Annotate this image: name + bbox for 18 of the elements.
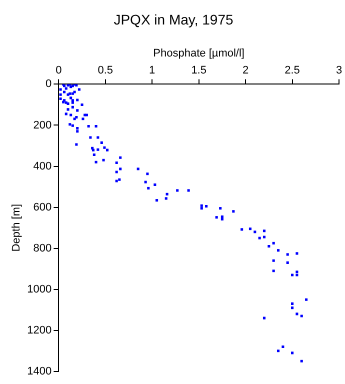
y-tick-label: 800: [33, 242, 52, 254]
x-tick-label: 1: [149, 64, 156, 77]
y-tick-label: 1400: [27, 365, 52, 378]
y-tick-label: 1200: [27, 324, 52, 336]
x-tick-label: 2: [242, 64, 249, 77]
y-tick-label: 200: [33, 119, 52, 132]
chart-title: JPQX in May, 1975: [114, 11, 234, 28]
y-axis-title: Depth [m]: [10, 204, 23, 252]
x-tick-label: 0: [56, 64, 62, 77]
x-tick-label: 1.5: [191, 64, 206, 77]
x-tick-label: 0.5: [98, 64, 114, 77]
x-axis-title: Phosphate [µmol/l]: [153, 47, 245, 60]
y-tick-label: 600: [33, 201, 52, 214]
x-tick-label: 3: [336, 64, 342, 77]
x-tick-label: 2.5: [284, 64, 300, 77]
y-tick-label: 1000: [27, 283, 52, 296]
y-tick-label: 400: [33, 160, 52, 172]
y-tick-label: 0: [46, 78, 52, 90]
